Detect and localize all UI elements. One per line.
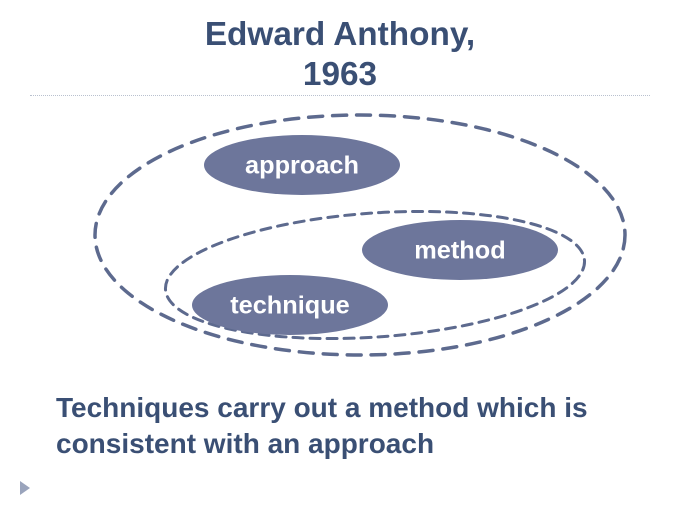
next-arrow-icon[interactable] [20, 481, 30, 495]
bubble-label-method: method [414, 237, 505, 265]
slide: Edward Anthony, 1963 approach method techn… [0, 0, 680, 510]
caption-text: Techniques carry out a method which is c… [56, 390, 626, 463]
bubble-technique: technique [192, 275, 388, 335]
title-divider [30, 95, 650, 96]
venn-diagram: approach method technique [80, 105, 640, 365]
bubble-label-technique: technique [230, 292, 350, 320]
bubble-method: method [362, 220, 558, 280]
bubble-approach: approach [204, 135, 400, 195]
title-line1: Edward Anthony, [205, 16, 475, 53]
bubble-label-approach: approach [245, 152, 359, 180]
slide-title: Edward Anthony, 1963 [0, 15, 680, 95]
title-line2: 1963 [303, 56, 377, 93]
